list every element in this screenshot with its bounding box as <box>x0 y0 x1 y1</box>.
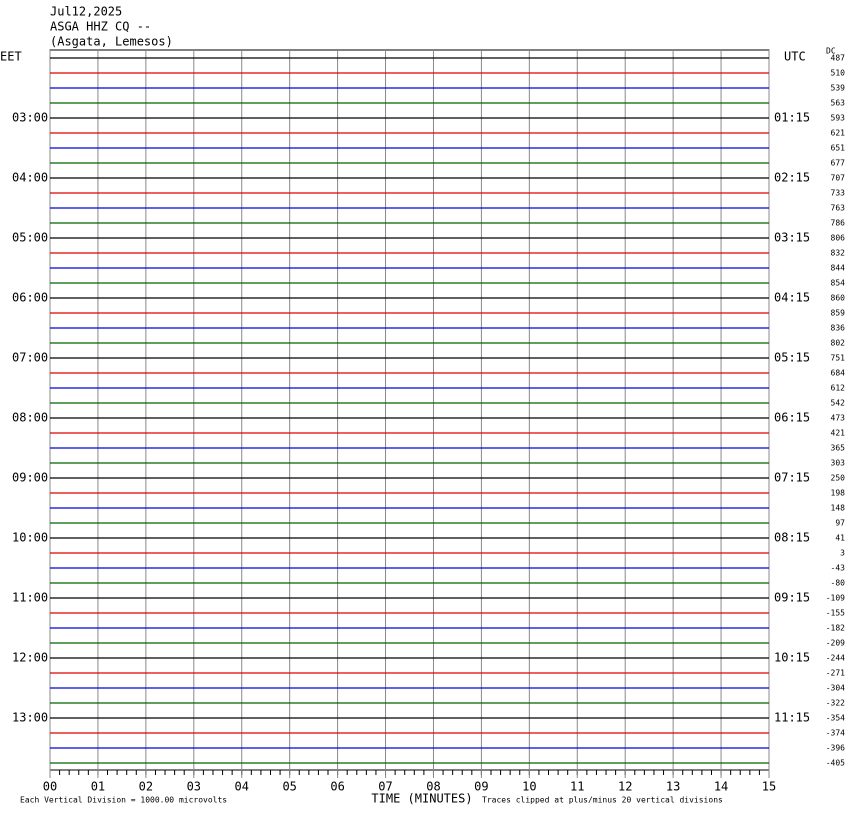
dc-offset: 684 <box>831 369 846 378</box>
x-tick-label: 05 <box>282 780 296 794</box>
right-time-label: 05:15 <box>774 351 810 365</box>
x-tick-label: 08 <box>426 780 440 794</box>
left-time-label: 07:00 <box>12 351 48 365</box>
left-time-label: 06:00 <box>12 291 48 305</box>
dc-offset: 303 <box>831 459 846 468</box>
dc-offset: 707 <box>831 174 846 183</box>
dc-offset: 859 <box>831 309 846 318</box>
x-tick-label: 04 <box>235 780 249 794</box>
x-tick-label: 07 <box>378 780 392 794</box>
dc-offset: -271 <box>826 669 845 678</box>
dc-offset: 41 <box>835 534 845 543</box>
dc-label: DC <box>826 47 836 56</box>
left-timezone: EET <box>0 50 22 64</box>
dc-offset: 733 <box>831 189 846 198</box>
dc-offset: 365 <box>831 444 846 453</box>
dc-offset: -354 <box>826 714 845 723</box>
scale-note: Each Vertical Division = 1000.00 microvo… <box>20 796 227 805</box>
right-time-label: 09:15 <box>774 591 810 605</box>
left-time-label: 05:00 <box>12 231 48 245</box>
dc-offset: 844 <box>831 264 846 273</box>
dc-offset: 786 <box>831 219 846 228</box>
dc-offset: 651 <box>831 144 846 153</box>
dc-offset: -155 <box>826 609 845 618</box>
dc-offset: 3 <box>840 549 845 558</box>
left-time-label: 11:00 <box>12 591 48 605</box>
right-time-label: 10:15 <box>774 651 810 665</box>
dc-offset: 593 <box>831 114 846 123</box>
x-tick-label: 01 <box>91 780 105 794</box>
dc-offset: 763 <box>831 204 846 213</box>
dc-offset: -209 <box>826 639 845 648</box>
right-time-label: 02:15 <box>774 171 810 185</box>
dc-offset: -322 <box>826 699 845 708</box>
right-time-label: 03:15 <box>774 231 810 245</box>
x-tick-label: 02 <box>139 780 153 794</box>
dc-offset: 97 <box>835 519 845 528</box>
right-time-label: 07:15 <box>774 471 810 485</box>
x-tick-label: 10 <box>522 780 536 794</box>
dc-offset: 612 <box>831 384 846 393</box>
dc-offset: -43 <box>831 564 846 573</box>
right-time-label: 04:15 <box>774 291 810 305</box>
left-time-label: 08:00 <box>12 411 48 425</box>
dc-offset: -396 <box>826 744 845 753</box>
dc-offset: -374 <box>826 729 845 738</box>
x-tick-label: 14 <box>714 780 728 794</box>
x-tick-label: 03 <box>187 780 201 794</box>
dc-offset: 250 <box>831 474 846 483</box>
dc-offset: 563 <box>831 99 846 108</box>
left-time-label: 13:00 <box>12 711 48 725</box>
dc-offset: 148 <box>831 504 846 513</box>
right-time-label: 01:15 <box>774 111 810 125</box>
dc-offset: 677 <box>831 159 846 168</box>
left-time-label: 12:00 <box>12 651 48 665</box>
x-tick-label: 06 <box>330 780 344 794</box>
dc-offset: -182 <box>826 624 845 633</box>
title-date: Jul12,2025 <box>50 5 122 19</box>
dc-offset: 421 <box>831 429 846 438</box>
left-time-label: 03:00 <box>12 111 48 125</box>
dc-offset: -109 <box>826 594 845 603</box>
dc-offset: 487 <box>831 54 846 63</box>
x-tick-label: 00 <box>43 780 57 794</box>
dc-offset: -244 <box>826 654 845 663</box>
left-time-label: 04:00 <box>12 171 48 185</box>
right-time-label: 06:15 <box>774 411 810 425</box>
x-axis-label: TIME (MINUTES) <box>371 792 472 806</box>
dc-offset: 198 <box>831 489 846 498</box>
left-time-label: 09:00 <box>12 471 48 485</box>
dc-offset: 539 <box>831 84 846 93</box>
dc-offset: 621 <box>831 129 846 138</box>
dc-offset: 832 <box>831 249 846 258</box>
clip-note: Traces clipped at plus/minus 20 vertical… <box>482 796 723 805</box>
dc-offset: 836 <box>831 324 846 333</box>
dc-offset: 510 <box>831 69 846 78</box>
dc-offset: 802 <box>831 339 846 348</box>
x-tick-label: 13 <box>666 780 680 794</box>
right-time-label: 11:15 <box>774 711 810 725</box>
left-time-label: 10:00 <box>12 531 48 545</box>
x-tick-label: 11 <box>570 780 584 794</box>
x-tick-label: 09 <box>474 780 488 794</box>
x-tick-label: 12 <box>618 780 632 794</box>
dc-offset: 854 <box>831 279 846 288</box>
dc-offset: -80 <box>831 579 846 588</box>
dc-offset: -405 <box>826 759 845 768</box>
dc-offset: 751 <box>831 354 846 363</box>
x-tick-label: 15 <box>762 780 776 794</box>
right-timezone: UTC <box>784 50 806 64</box>
title-station: ASGA HHZ CQ -- <box>50 20 151 34</box>
dc-offset: 473 <box>831 414 846 423</box>
dc-offset: 542 <box>831 399 846 408</box>
dc-offset: 806 <box>831 234 846 243</box>
right-time-label: 08:15 <box>774 531 810 545</box>
dc-offset: -304 <box>826 684 845 693</box>
title-location: (Asgata, Lemesos) <box>50 35 173 49</box>
dc-offset: 860 <box>831 294 846 303</box>
